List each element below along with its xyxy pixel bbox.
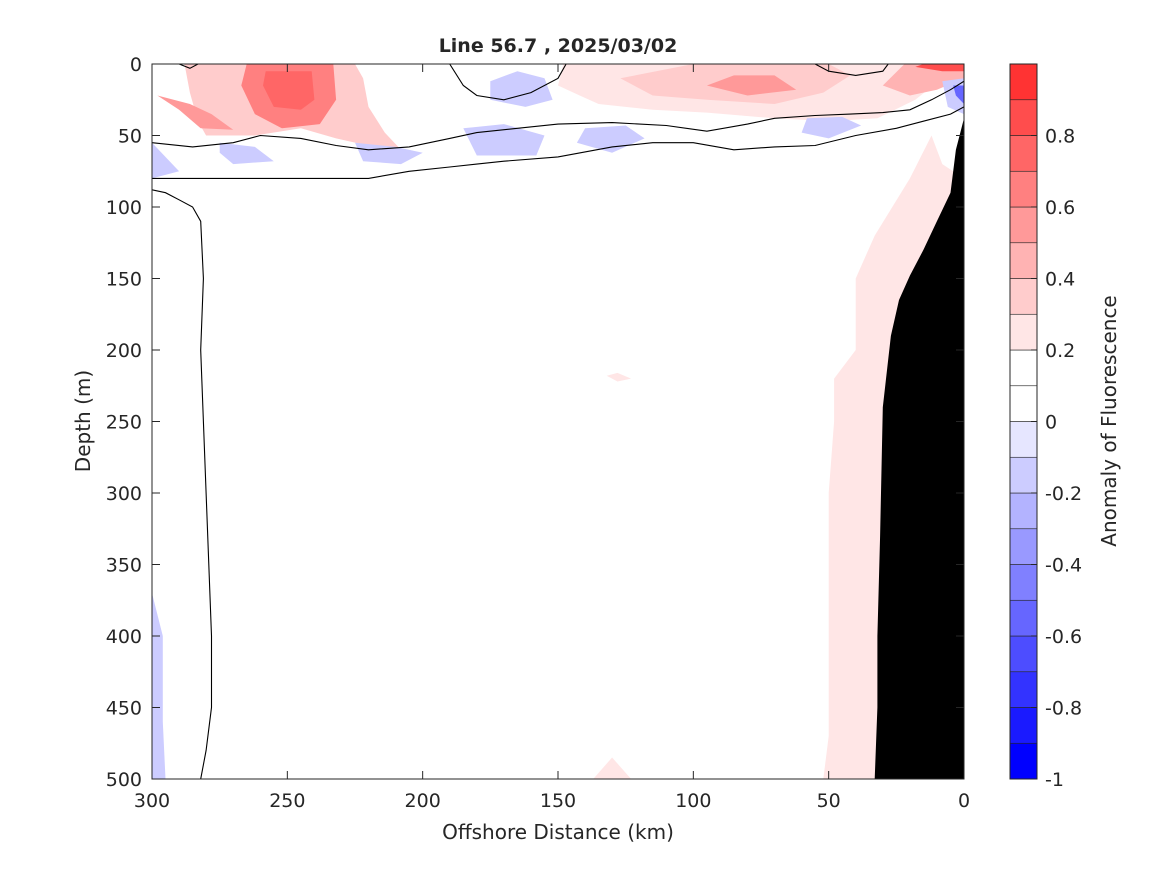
x-tick-label: 0 <box>958 790 970 812</box>
negative-patch <box>490 71 553 107</box>
colorbar-tick-label: -0.8 <box>1045 698 1082 720</box>
surface-anomaly-east <box>882 64 964 96</box>
colorbar-block <box>1009 707 1038 744</box>
surface-anomaly-east <box>706 75 797 96</box>
colorbar-block <box>1009 564 1038 601</box>
y-tick-label: 100 <box>106 197 142 219</box>
x-tick-label: 50 <box>817 790 841 812</box>
plot-background <box>152 64 964 779</box>
zero-contour-layer <box>152 64 964 779</box>
surface-anomaly-west <box>157 95 234 130</box>
colorbar: -1 -0.8 -0.6 -0.4 -0.2 0 0.2 0.4 0.6 0.8 <box>1009 63 1082 791</box>
y-tick-label: 50 <box>118 126 142 148</box>
colorbar-block <box>1009 206 1038 244</box>
colorbar-block <box>1009 170 1038 208</box>
y-tick-label: 300 <box>106 483 142 505</box>
colorbar-block <box>1009 671 1038 708</box>
colorbar-tick-label: -0.4 <box>1045 555 1082 577</box>
negative-patch <box>152 142 180 179</box>
y-axis-ticks: 0 50 100 150 200 250 300 350 400 450 500 <box>106 54 964 791</box>
zero-contour-line <box>178 64 199 69</box>
colorbar-label: Anomaly of Fluorescence <box>1097 295 1121 546</box>
y-tick-label: 500 <box>106 769 142 791</box>
colorbar-block <box>1009 599 1038 637</box>
colorbar-tick-label: 0.6 <box>1045 197 1075 219</box>
negative-patch <box>152 593 180 779</box>
colorbar-tick-label: 0 <box>1045 412 1057 434</box>
colorbar-tick-label: -1 <box>1045 769 1064 791</box>
x-tick-label: 150 <box>540 790 576 812</box>
colorbar-tick-label: -0.6 <box>1045 626 1082 648</box>
colorbar-tick-label: 0.8 <box>1045 126 1075 148</box>
x-axis-ticks: 300 250 200 150 100 50 0 <box>134 64 970 812</box>
y-tick-label: 350 <box>106 555 142 577</box>
y-tick-label: 400 <box>106 626 142 648</box>
x-tick-label: 100 <box>675 790 711 812</box>
zero-contour-line <box>449 64 567 101</box>
colorbar-tick-label: -0.2 <box>1045 483 1082 505</box>
x-tick-label: 300 <box>134 790 170 812</box>
zero-contour-line <box>152 80 964 151</box>
colorbar-block <box>1009 742 1038 780</box>
small-positive-patch <box>593 757 632 779</box>
y-tick-label: 0 <box>130 54 142 76</box>
zero-contour-line <box>152 189 213 779</box>
colorbar-ticks: -1 -0.8 -0.6 -0.4 -0.2 0 0.2 0.4 0.6 0.8 <box>1031 126 1082 791</box>
surface-anomaly-west <box>263 71 315 110</box>
y-tick-label: 150 <box>106 269 142 291</box>
negative-patch <box>953 85 964 104</box>
land-mask-layer <box>874 118 964 779</box>
negative-patch <box>355 142 423 165</box>
y-tick-label: 200 <box>106 340 142 362</box>
plot-area: 300 250 200 150 100 50 0 050100150200250300350… <box>106 54 970 812</box>
colorbar-block <box>1009 635 1038 673</box>
y-tick-label: 250 <box>106 412 142 434</box>
y-axis-label: Depth (m) <box>71 370 95 472</box>
small-positive-patch <box>606 372 632 382</box>
land-mask <box>874 118 964 779</box>
y-tick-label: 450 <box>106 698 142 720</box>
colorbar-blocks <box>1009 63 1038 780</box>
colorbar-tick-label: 0.4 <box>1045 269 1075 291</box>
colorbar-block <box>1009 99 1038 136</box>
colorbar-block <box>1009 385 1038 422</box>
colorbar-block <box>1009 313 1038 351</box>
colorbar-block <box>1009 349 1038 387</box>
colorbar-block <box>1009 278 1038 315</box>
colorbar-block <box>1009 492 1038 530</box>
x-axis-label: Offshore Distance (km) <box>442 820 674 844</box>
negative-patch <box>801 116 862 139</box>
zero-contour-line <box>152 106 964 179</box>
negative-patch <box>219 142 274 165</box>
colorbar-tick-label: 0.2 <box>1045 340 1075 362</box>
surface-anomaly-east <box>915 64 964 72</box>
colorbar-block <box>1009 528 1038 565</box>
colorbar-block <box>1009 135 1038 172</box>
zero-contour-line <box>814 64 889 76</box>
colorbar-block <box>1009 421 1038 458</box>
x-tick-label: 250 <box>269 790 305 812</box>
x-tick-label: 200 <box>405 790 441 812</box>
colorbar-block <box>1009 242 1038 279</box>
chart-title: Line 56.7 , 2025/03/02 <box>439 35 678 57</box>
negative-patch <box>576 125 645 153</box>
colorbar-block <box>1009 63 1038 101</box>
colorbar-block <box>1009 456 1038 494</box>
